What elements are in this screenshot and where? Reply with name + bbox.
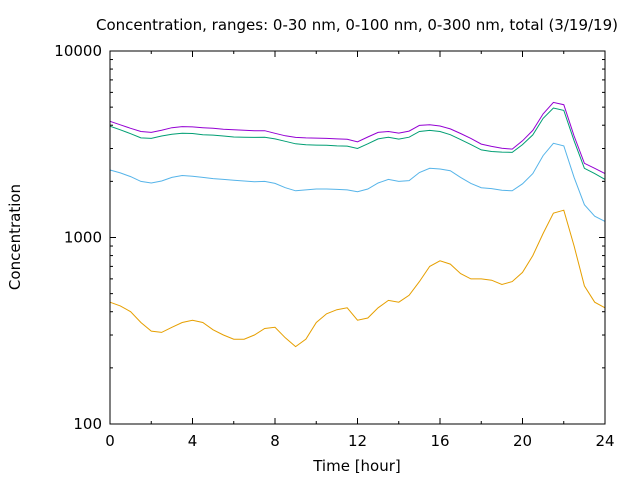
chart-title: Concentration, ranges: 0-30 nm, 0-100 nm…	[96, 16, 618, 34]
plot-frame	[109, 50, 606, 425]
y-axis-label: Concentration	[6, 184, 24, 290]
x-axis-label: Time [hour]	[312, 457, 401, 475]
series-line-1	[109, 209, 606, 348]
y-tick-label: 100	[73, 415, 102, 433]
x-tick-label: 20	[513, 432, 532, 450]
x-tick-label: 12	[348, 432, 367, 450]
y-tick-label: 10000	[54, 42, 102, 60]
x-tick-label: 0	[105, 432, 115, 450]
x-tick-label: 24	[595, 432, 614, 450]
x-tick-label: 4	[188, 432, 198, 450]
x-tick-label: 8	[270, 432, 280, 450]
series-line-4	[109, 101, 606, 175]
x-tick-label: 16	[430, 432, 449, 450]
series-line-2	[109, 142, 606, 222]
y-tick-label: 1000	[64, 229, 102, 247]
axes-ticks-group: 0 4 8 12 16 20 24 100 1000 10000	[54, 42, 614, 450]
plot-series-group	[109, 101, 606, 348]
series-line-3	[109, 107, 606, 180]
